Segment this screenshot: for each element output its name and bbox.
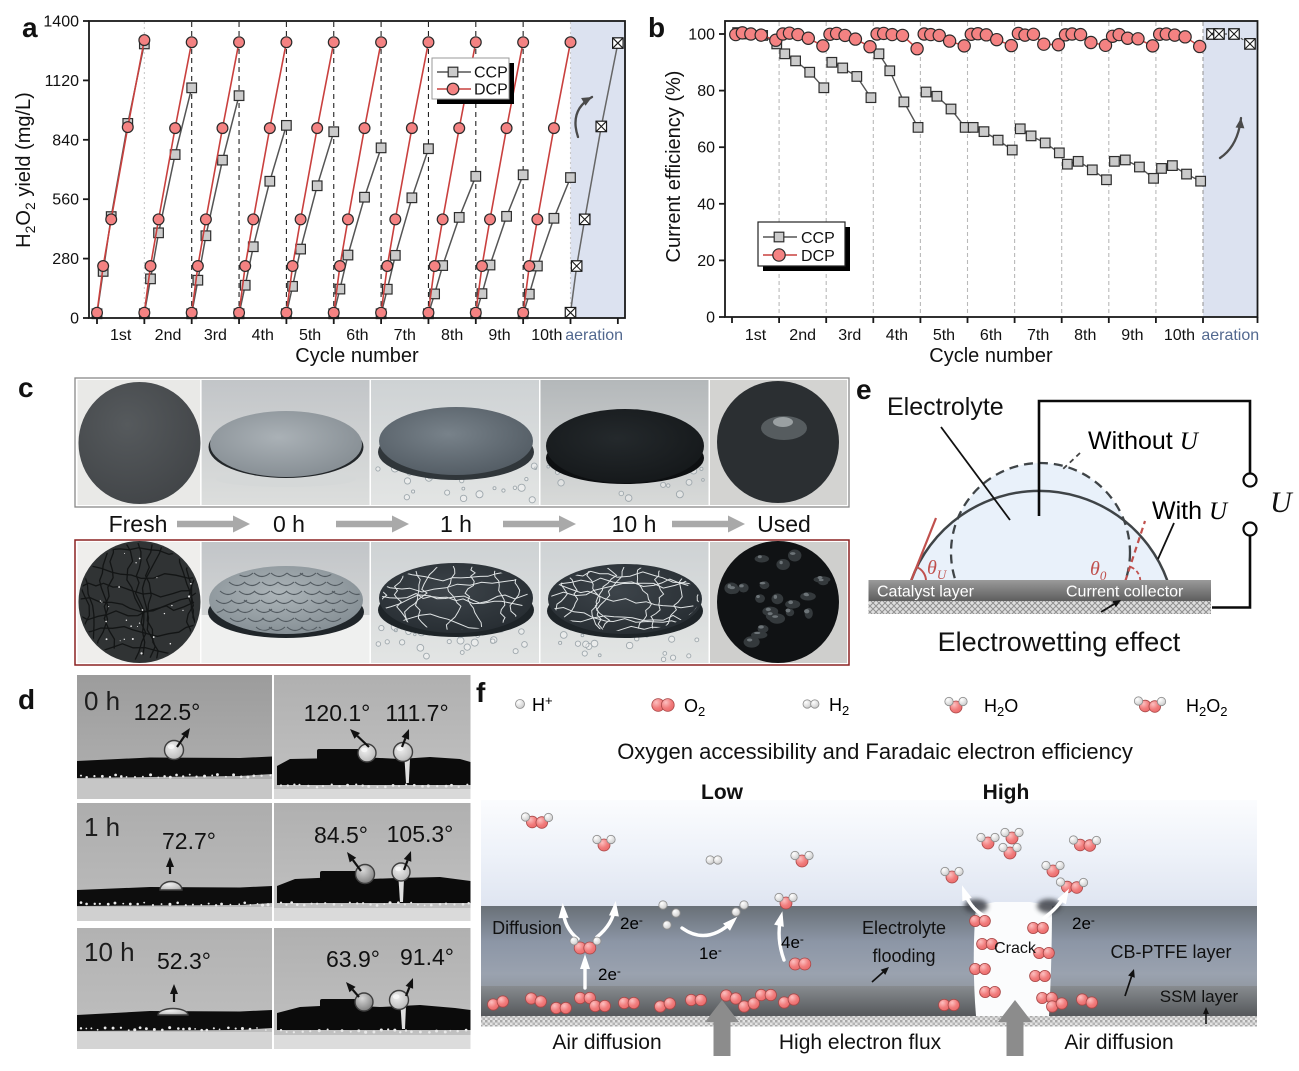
- svg-text:Catalyst layer: Catalyst layer: [877, 584, 975, 601]
- svg-text:H2O: H2O: [984, 696, 1018, 719]
- svg-text:8th: 8th: [1074, 327, 1096, 344]
- svg-text:91.4°: 91.4°: [400, 944, 454, 970]
- svg-text:Air diffusion: Air diffusion: [552, 1031, 661, 1054]
- svg-text:6th: 6th: [346, 327, 368, 344]
- svg-text:7th: 7th: [394, 327, 416, 344]
- svg-text:With U: With U: [1152, 497, 1229, 525]
- svg-text:3rd: 3rd: [838, 327, 861, 344]
- svg-text:aeration: aeration: [1201, 327, 1259, 344]
- svg-text:Oxygen accessibility and Farad: Oxygen accessibility and Faradaic electr…: [617, 739, 1133, 764]
- svg-text:10th: 10th: [531, 327, 562, 344]
- svg-text:10th: 10th: [1164, 327, 1195, 344]
- svg-text:122.5°: 122.5°: [134, 699, 201, 725]
- svg-text:1 h: 1 h: [440, 511, 472, 537]
- svg-text:Current collector: Current collector: [1066, 584, 1184, 601]
- svg-text:5th: 5th: [933, 327, 955, 344]
- svg-text:1st: 1st: [745, 327, 767, 344]
- svg-text:0: 0: [706, 310, 715, 327]
- svg-text:9th: 9th: [1121, 327, 1143, 344]
- svg-text:Without U: Without U: [1088, 427, 1200, 455]
- svg-text:Low: Low: [701, 781, 744, 804]
- svg-text:2e-: 2e-: [1072, 913, 1095, 933]
- svg-text:a: a: [22, 12, 38, 43]
- svg-text:7th: 7th: [1027, 327, 1049, 344]
- svg-text:60: 60: [697, 140, 715, 157]
- svg-text:flooding: flooding: [872, 946, 935, 966]
- svg-text:Electrolyte: Electrolyte: [887, 393, 1004, 421]
- svg-text:Cycle number: Cycle number: [929, 345, 1053, 367]
- svg-text:4e-: 4e-: [781, 932, 804, 952]
- svg-text:f: f: [476, 677, 486, 708]
- svg-text:b: b: [648, 12, 665, 43]
- svg-text:280: 280: [52, 251, 79, 268]
- svg-text:0: 0: [70, 311, 79, 328]
- svg-text:Cycle number: Cycle number: [295, 345, 419, 367]
- svg-text:Air diffusion: Air diffusion: [1064, 1031, 1173, 1054]
- svg-text:105.3°: 105.3°: [387, 821, 454, 847]
- svg-text:63.9°: 63.9°: [326, 946, 380, 972]
- svg-text:SSM layer: SSM layer: [1160, 987, 1239, 1006]
- svg-text:High: High: [983, 781, 1030, 804]
- svg-text:2nd: 2nd: [789, 327, 816, 344]
- svg-text:0 h: 0 h: [84, 686, 120, 716]
- svg-text:Current efficiency (%): Current efficiency (%): [663, 71, 685, 263]
- svg-text:52.3°: 52.3°: [157, 948, 211, 974]
- svg-text:DCP: DCP: [474, 82, 508, 99]
- svg-text:1e-: 1e-: [699, 943, 722, 963]
- svg-text:2e-: 2e-: [598, 964, 621, 984]
- svg-text:10 h: 10 h: [84, 937, 135, 967]
- svg-text:H2O2 yield (mg/L): H2O2 yield (mg/L): [13, 92, 38, 248]
- svg-text:4th: 4th: [252, 327, 274, 344]
- svg-text:1 h: 1 h: [84, 812, 120, 842]
- svg-text:d: d: [18, 684, 35, 715]
- svg-text:9th: 9th: [488, 327, 510, 344]
- svg-text:High electron flux: High electron flux: [779, 1031, 942, 1054]
- svg-text:8th: 8th: [441, 327, 463, 344]
- svg-text:e: e: [856, 374, 872, 405]
- svg-text:1120: 1120: [45, 73, 80, 90]
- svg-text:560: 560: [52, 192, 79, 209]
- svg-text:c: c: [18, 372, 34, 403]
- svg-text:O2: O2: [684, 696, 705, 719]
- svg-text:120.1°: 120.1°: [304, 700, 371, 726]
- svg-text:6th: 6th: [980, 327, 1002, 344]
- svg-text:40: 40: [697, 196, 715, 213]
- svg-text:10 h: 10 h: [612, 511, 657, 537]
- svg-text:CCP: CCP: [474, 65, 508, 82]
- svg-text:U: U: [1270, 486, 1294, 519]
- svg-text:111.7°: 111.7°: [385, 700, 448, 726]
- svg-text:CCP: CCP: [801, 230, 835, 247]
- svg-text:H2: H2: [829, 695, 849, 718]
- svg-text:2nd: 2nd: [155, 327, 182, 344]
- svg-text:100: 100: [688, 27, 715, 44]
- svg-text:3rd: 3rd: [204, 327, 227, 344]
- svg-text:Used: Used: [757, 511, 811, 537]
- svg-text:84.5°: 84.5°: [314, 822, 368, 848]
- svg-text:CB-PTFE layer: CB-PTFE layer: [1110, 942, 1231, 962]
- svg-text:Crack: Crack: [994, 940, 1037, 957]
- svg-text:72.7°: 72.7°: [162, 828, 216, 854]
- svg-text:840: 840: [52, 132, 79, 149]
- svg-text:Diffusion: Diffusion: [492, 918, 562, 938]
- svg-text:Electrolyte: Electrolyte: [862, 918, 946, 938]
- svg-text:Electrowetting effect: Electrowetting effect: [938, 627, 1181, 657]
- svg-text:1400: 1400: [43, 14, 79, 31]
- svg-text:DCP: DCP: [801, 248, 835, 265]
- svg-text:4th: 4th: [886, 327, 908, 344]
- svg-text:H2O2: H2O2: [1186, 696, 1227, 719]
- svg-text:H+: H+: [532, 693, 553, 715]
- svg-text:0 h: 0 h: [273, 511, 305, 537]
- svg-text:20: 20: [697, 253, 715, 270]
- svg-text:aeration: aeration: [565, 327, 623, 344]
- svg-text:1st: 1st: [110, 327, 132, 344]
- svg-text:5th: 5th: [299, 327, 321, 344]
- svg-text:2e-: 2e-: [620, 913, 643, 933]
- svg-text:80: 80: [697, 83, 715, 100]
- svg-text:Fresh: Fresh: [109, 511, 168, 537]
